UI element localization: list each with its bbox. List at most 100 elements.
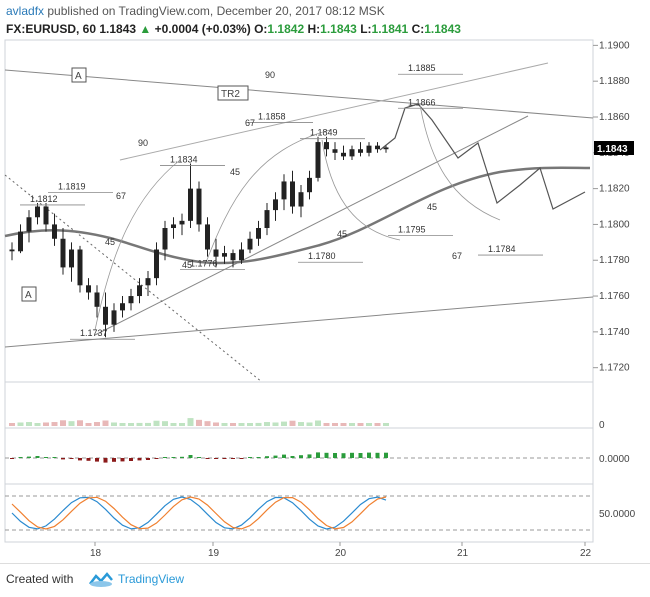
candle-body (366, 145, 372, 153)
candle-body (273, 199, 278, 211)
stoch-k-line (11, 496, 387, 530)
ma-curve (4, 166, 591, 265)
candle (375, 142, 380, 153)
volume-bar (9, 423, 15, 426)
candle-body (281, 181, 287, 200)
volume-bar (366, 423, 372, 426)
level-label: 1.1776 (190, 258, 218, 268)
volume-bar (153, 420, 160, 426)
volume-bar (238, 423, 245, 426)
macd-bar (120, 458, 125, 462)
open-value: 1.1842 (267, 22, 305, 36)
candle (86, 278, 91, 300)
volume-bar (213, 422, 219, 426)
macd-bar (61, 458, 65, 460)
fib-label: 45 (230, 167, 240, 177)
volume-bar (145, 422, 151, 426)
fib-label: 45 (105, 237, 115, 247)
volume-bar (298, 422, 304, 426)
fib-label: 67 (452, 251, 462, 261)
fib-label: 45 (427, 202, 437, 212)
chart-canvas[interactable]: 1.19001.18801.18601.18401.18201.18001.17… (0, 0, 650, 563)
candle (230, 249, 236, 268)
candle-body (103, 306, 108, 325)
volume-bar (281, 421, 287, 426)
candle (315, 136, 321, 182)
macd-bar (290, 456, 295, 458)
level-label: 1.1737 (80, 328, 108, 338)
volume-bar (136, 422, 143, 426)
y-tick-label: 1.1740 (599, 327, 630, 338)
macd-bar (256, 457, 261, 458)
close-label: C: (411, 22, 425, 36)
candle (18, 224, 23, 254)
candle (145, 270, 151, 297)
volume-bar (230, 423, 236, 426)
macd-bar (146, 458, 150, 460)
candle (290, 170, 295, 214)
candle (264, 202, 270, 236)
macd-bar (307, 454, 312, 458)
macd-bar (35, 456, 40, 458)
fib-label: 90 (138, 138, 148, 148)
level-label: 1.1812 (30, 194, 58, 204)
volume-bar (272, 422, 279, 426)
candle-body (298, 192, 304, 207)
level-label: 1.1866 (408, 97, 436, 107)
author-name[interactable]: avladfx (6, 4, 45, 18)
svg-text:1.1843: 1.1843 (597, 144, 628, 155)
macd-bar (27, 456, 31, 458)
macd-bar (316, 452, 320, 458)
candle-body (69, 249, 74, 268)
price-change: +0.0004 (+0.03%) (154, 22, 251, 36)
candle (94, 285, 100, 318)
macd-bar (341, 453, 346, 458)
candle-body (179, 220, 185, 225)
volume-bar (17, 422, 24, 426)
macd-bar (163, 457, 167, 458)
macd-bar (52, 457, 57, 458)
candle (77, 245, 83, 293)
x-tick-label: 18 (90, 548, 102, 559)
y-tick-label: 1.1760 (599, 291, 630, 302)
fib-label: 90 (265, 70, 275, 80)
candle-body (222, 253, 227, 257)
volume-bar (374, 423, 381, 426)
volume-bar (85, 423, 92, 426)
macd-bar (95, 458, 99, 462)
volume-bar (247, 423, 253, 426)
y-tick-label: 1.1720 (599, 363, 630, 374)
candle-body (9, 249, 15, 252)
volume-bar (332, 423, 338, 426)
macd-bar (324, 452, 329, 458)
macd-bar (248, 457, 252, 458)
candle-body (18, 231, 23, 252)
volume-bar (289, 420, 296, 426)
fib-labels: 90 67 45 90 67 45 45 45 67 45 (105, 70, 462, 270)
fib-label: 67 (245, 118, 255, 128)
macd-bar (137, 458, 142, 461)
candle-body (35, 206, 40, 218)
level-label: 1.1780 (308, 251, 336, 261)
candle (103, 292, 108, 338)
low-value: 1.1841 (371, 22, 409, 36)
volume-bar (264, 422, 270, 426)
macd-bar (214, 458, 218, 459)
candle-body (332, 149, 338, 153)
fib-label: 45 (182, 260, 192, 270)
volume-bar (26, 422, 32, 426)
close-value: 1.1843 (424, 22, 461, 36)
y-tick-label: 1.1880 (599, 76, 630, 87)
macd-bar (112, 458, 116, 462)
volume-bar (162, 421, 168, 426)
tradingview-link[interactable]: TradingView (118, 572, 185, 586)
pattern-box (21, 286, 37, 302)
time-axis: 18 19 20 21 22 (90, 542, 592, 559)
volume-bars (9, 418, 389, 426)
candle-body (120, 303, 125, 311)
tradingview-logo-icon[interactable] (88, 570, 114, 588)
projected-wave (379, 103, 586, 210)
x-tick-label: 21 (457, 548, 469, 559)
macd-bar (10, 458, 14, 459)
macd-bar (188, 455, 193, 458)
